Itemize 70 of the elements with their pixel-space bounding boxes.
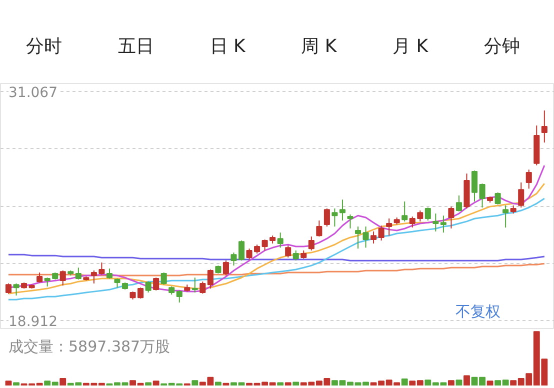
bar	[145, 382, 152, 386]
candlestick	[200, 281, 206, 294]
candlestick	[502, 204, 509, 228]
candlestick	[417, 210, 424, 222]
candlestick	[13, 282, 20, 296]
text: 分时	[26, 35, 62, 59]
candlestick	[292, 250, 299, 261]
bar	[284, 382, 292, 386]
candlestick	[402, 200, 408, 222]
bar	[486, 380, 494, 386]
candlestick	[432, 213, 439, 232]
chart-title: 成交量：5897.387万股	[8, 338, 170, 356]
bar	[5, 380, 12, 386]
candlestick	[324, 208, 330, 228]
candlestick	[60, 270, 66, 286]
candlestick	[5, 282, 12, 294]
candlestick	[285, 245, 292, 258]
bar	[13, 382, 20, 386]
candlestick	[222, 260, 229, 276]
y-tick-label: 18.912	[8, 314, 58, 330]
candlestick	[370, 230, 377, 244]
candlestick	[106, 268, 112, 280]
candlestick	[277, 232, 284, 248]
candlestick	[332, 208, 338, 228]
text: 月 K	[392, 35, 428, 59]
bar	[277, 382, 284, 386]
candlestick	[153, 277, 160, 291]
candlestick	[494, 192, 501, 205]
text: 五日	[118, 35, 154, 59]
line-series	[8, 182, 546, 294]
candlestick	[176, 290, 182, 303]
candlestick	[114, 278, 120, 288]
candlestick	[386, 218, 392, 236]
candlestick	[347, 214, 354, 229]
bar	[464, 375, 470, 386]
bar	[152, 380, 160, 386]
candlestick	[409, 216, 416, 228]
candlestick	[440, 215, 446, 234]
candlestick	[339, 199, 346, 222]
candlestick	[308, 236, 314, 251]
candlestick	[160, 272, 167, 286]
line-series	[8, 198, 546, 300]
candlestick	[145, 281, 152, 294]
bar	[222, 382, 230, 386]
candlestick	[207, 269, 214, 290]
line-series	[8, 254, 546, 262]
candlestick	[424, 207, 431, 222]
candlestick	[75, 267, 82, 280]
bar	[192, 380, 198, 386]
bar	[401, 378, 408, 386]
candlestick	[192, 277, 198, 294]
bar	[448, 380, 454, 386]
bar	[60, 378, 66, 386]
candlestick	[36, 272, 43, 284]
annotation: 不复权	[456, 302, 500, 320]
bar	[214, 382, 222, 386]
candlestick	[316, 220, 322, 238]
candlestick	[526, 169, 532, 190]
candlestick	[456, 194, 462, 212]
candlestick	[448, 206, 454, 229]
text: 周 K	[301, 35, 337, 59]
text: 日 K	[210, 35, 246, 59]
candlestick	[262, 239, 268, 251]
bar	[456, 380, 462, 386]
bar	[292, 382, 300, 386]
y-tick-label: 31.067	[8, 84, 58, 101]
text: 分钟	[484, 35, 520, 59]
candlestick	[541, 110, 548, 143]
candlestick	[518, 182, 524, 208]
candlestick	[378, 225, 384, 241]
